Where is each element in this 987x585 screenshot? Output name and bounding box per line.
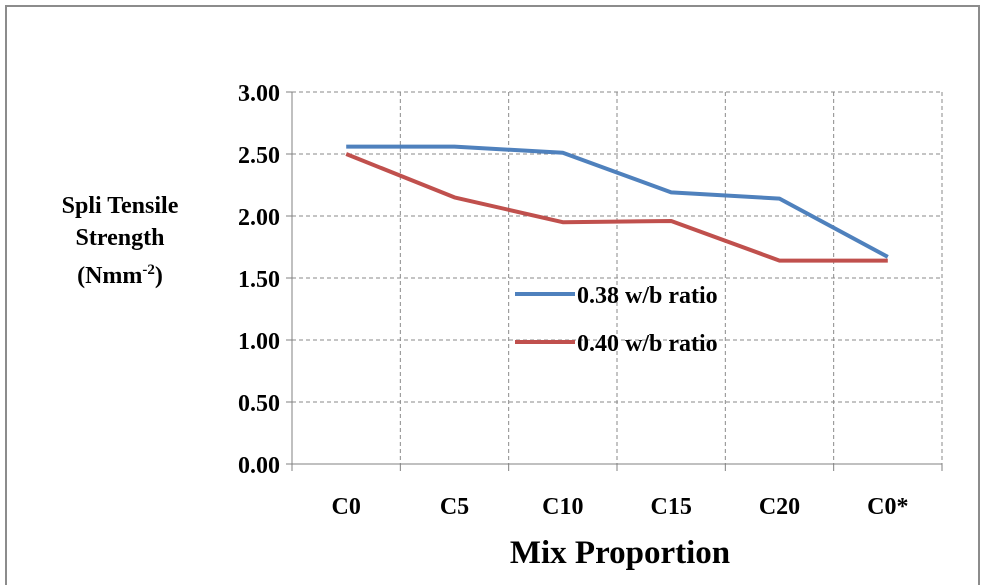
y-tick-label: 1.00 [238,329,280,355]
x-axis-title: Mix Proportion [510,535,730,571]
x-tick-label: C5 [440,494,469,520]
y-axis-title-line2: Strength [75,225,165,251]
y-axis-title-line3: (Nmm-2) [77,262,163,289]
gridlines [292,91,943,464]
y-axis-title-line1: Spli Tensile [61,193,179,219]
series-line-0 [346,144,889,259]
y-tick-label: 0.50 [238,391,280,417]
x-tick-label: C0* [867,494,908,520]
legend-label-0: 0.38 w/b ratio [577,283,718,309]
x-tick-label: C0 [331,494,360,520]
tick-labels: 0.00 0.50 1.00 1.50 2.00 2.50 3.00 C0 C5 C10 C15 C2… [238,81,909,520]
y-tick-label: 3.00 [238,81,280,107]
y-tick-label: 0.00 [238,453,280,479]
x-tick-label: C20 [759,494,800,520]
axes [286,91,943,471]
x-tick-label: C10 [542,494,583,520]
series-line-1 [345,152,888,263]
legend: 0.38 w/b ratio 0.40 w/b ratio [515,283,718,357]
y-tick-label: 2.50 [238,143,280,169]
legend-label-1: 0.40 w/b ratio [577,331,718,357]
y-tick-label: 2.00 [238,205,280,231]
y-tick-label: 1.50 [238,267,280,293]
x-tick-label: C15 [650,494,691,520]
chart-frame [5,5,980,585]
y-axis-title: Spli Tensile Strength (Nmm-2) [30,190,210,292]
series-lines [345,144,889,263]
